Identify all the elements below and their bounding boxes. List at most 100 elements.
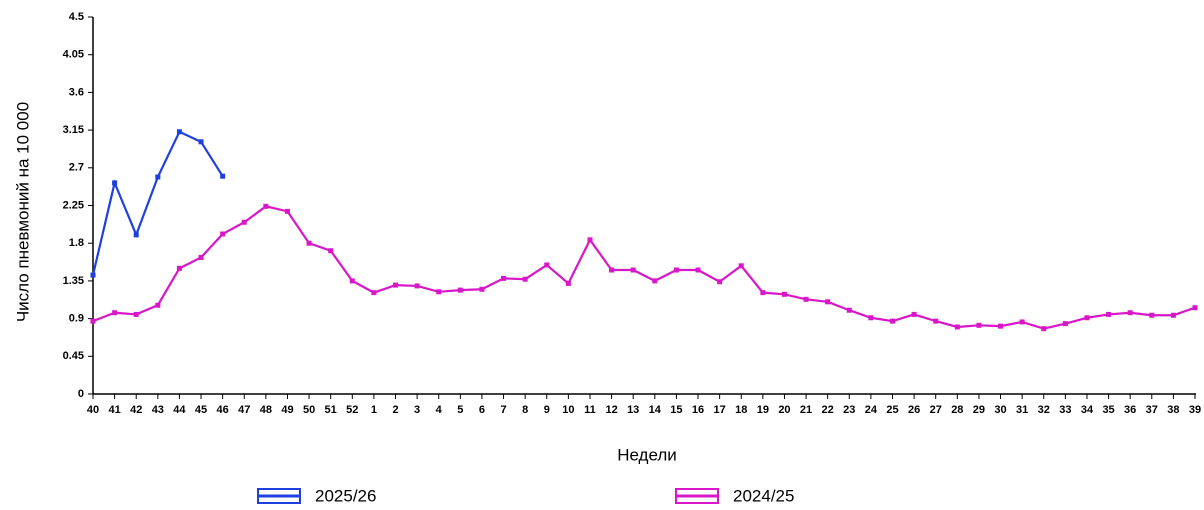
y-tick-label: 3.6 [69, 86, 84, 98]
point [284, 208, 290, 214]
point [1062, 321, 1068, 327]
x-tick-label: 41 [108, 404, 120, 416]
point [263, 203, 269, 209]
point [436, 289, 442, 295]
point [393, 282, 399, 288]
x-tick-label: 22 [822, 404, 834, 416]
x-tick-label: 42 [130, 404, 142, 416]
point [738, 263, 744, 269]
legend-label: 2025/26 [315, 486, 376, 505]
x-tick-label: 1 [371, 404, 377, 416]
y-tick-label: 1.8 [69, 237, 84, 249]
x-tick-label: 31 [1016, 404, 1028, 416]
x-tick-label: 37 [1146, 404, 1158, 416]
point [1084, 315, 1090, 321]
point [1127, 310, 1133, 316]
point [673, 267, 679, 273]
x-axis-label: Недели [617, 445, 677, 464]
point [414, 283, 420, 289]
y-tick-label: 0.9 [69, 313, 84, 325]
point [112, 180, 118, 186]
point [652, 278, 658, 284]
point [998, 323, 1004, 329]
x-tick-label: 18 [735, 404, 747, 416]
point [457, 287, 463, 293]
x-tick-label: 8 [522, 404, 528, 416]
x-tick-label: 3 [414, 404, 420, 416]
point [306, 240, 312, 246]
x-tick-label: 51 [325, 404, 337, 416]
y-tick-label: 4.5 [69, 11, 84, 23]
point [544, 262, 550, 268]
point [328, 248, 334, 254]
point [954, 324, 960, 330]
y-tick-label: 1.35 [63, 275, 84, 287]
x-tick-label: 20 [778, 404, 790, 416]
x-tick-label: 43 [152, 404, 164, 416]
point [1019, 319, 1025, 325]
point [522, 276, 528, 282]
x-tick-label: 49 [281, 404, 293, 416]
point [133, 311, 139, 317]
point [889, 318, 895, 324]
x-tick-label: 24 [865, 404, 878, 416]
point [781, 291, 787, 297]
y-tick-label: 2.7 [69, 162, 84, 174]
x-tick-label: 11 [584, 404, 596, 416]
point [176, 129, 182, 135]
y-tick-label: 0 [78, 388, 84, 400]
point [1041, 326, 1047, 332]
point [198, 254, 204, 260]
point [1192, 305, 1198, 311]
x-tick-label: 33 [1059, 404, 1071, 416]
x-tick-label: 27 [930, 404, 942, 416]
x-tick-label: 28 [951, 404, 963, 416]
point [220, 173, 226, 179]
x-tick-label: 10 [562, 404, 574, 416]
point [587, 237, 593, 243]
point [717, 279, 723, 285]
y-axis-label: Число пневмоний на 10 000 [13, 102, 32, 322]
point [198, 139, 204, 145]
point [1170, 312, 1176, 318]
point [241, 219, 247, 225]
x-tick-label: 30 [994, 404, 1006, 416]
point [90, 272, 96, 278]
point [479, 286, 485, 292]
x-tick-label: 52 [346, 404, 358, 416]
point [1106, 311, 1112, 317]
y-tick-label: 0.45 [63, 350, 84, 362]
x-tick-label: 29 [973, 404, 985, 416]
point [112, 310, 118, 316]
legend-label: 2024/25 [733, 486, 794, 505]
point [846, 307, 852, 313]
x-tick-label: 26 [908, 404, 920, 416]
x-tick-label: 4 [436, 404, 443, 416]
point [803, 296, 809, 302]
point [133, 232, 139, 238]
x-tick-label: 15 [670, 404, 682, 416]
point [630, 267, 636, 273]
point [609, 267, 615, 273]
x-tick-label: 16 [692, 404, 704, 416]
point [911, 311, 917, 317]
point [220, 231, 226, 237]
y-tick-label: 4.05 [63, 49, 84, 61]
y-tick-label: 2.25 [63, 199, 84, 211]
point [565, 280, 571, 286]
x-tick-label: 14 [649, 404, 662, 416]
x-tick-label: 44 [173, 404, 186, 416]
point [1149, 312, 1155, 318]
x-tick-label: 21 [800, 404, 812, 416]
point [695, 267, 701, 273]
x-tick-label: 45 [195, 404, 207, 416]
x-tick-label: 32 [1038, 404, 1050, 416]
x-tick-label: 48 [260, 404, 272, 416]
y-tick-label: 3.15 [63, 124, 84, 136]
x-tick-label: 50 [303, 404, 315, 416]
point [349, 278, 355, 284]
x-tick-label: 36 [1124, 404, 1136, 416]
x-tick-label: 17 [714, 404, 726, 416]
